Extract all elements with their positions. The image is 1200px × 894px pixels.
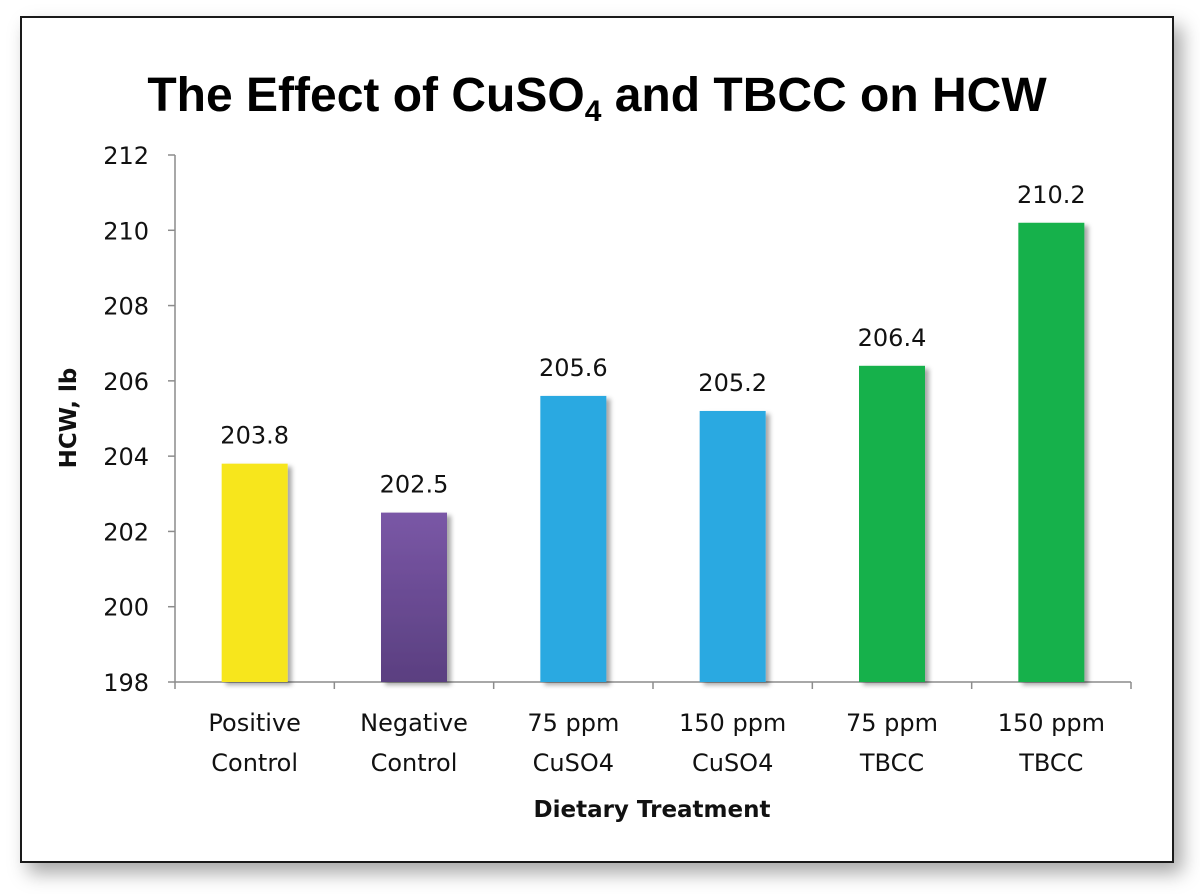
y-tick-label: 202: [103, 518, 149, 546]
y-tick-label: 204: [103, 443, 149, 471]
x-tick-label: Control: [371, 749, 458, 777]
bar: [859, 365, 925, 682]
x-tick-label: CuSO4: [533, 749, 614, 777]
x-tick-label: TBCC: [859, 749, 924, 777]
x-tick-label: 75 ppm: [527, 709, 619, 737]
y-tick-label: 200: [103, 594, 149, 622]
x-tick-label: Control: [211, 749, 298, 777]
x-tick-label: TBCC: [1018, 749, 1083, 777]
chart-frame: The Effect of CuSO4 and TBCC on HCW: [20, 16, 1174, 863]
data-label: 205.2: [698, 369, 767, 397]
bar: [699, 410, 766, 682]
title-part1: The Effect of CuSO: [147, 69, 585, 122]
data-label: 210.2: [1017, 181, 1086, 209]
y-tick-label: 206: [103, 368, 149, 396]
bars: [221, 222, 1085, 682]
y-tick-label: 210: [103, 217, 149, 245]
labels: 203.8 Positive Control 202.5 Negative Control…: [56, 181, 1105, 823]
x-axis-title: Dietary Treatment: [534, 797, 771, 823]
bar: [221, 463, 288, 682]
data-label: 206.4: [858, 324, 927, 352]
x-tick-label: 150 ppm: [679, 709, 786, 737]
y-tick-label: 208: [103, 293, 149, 321]
y-tick-label: 212: [103, 142, 149, 170]
x-tick-label: 75 ppm: [846, 709, 938, 737]
data-label: 205.6: [539, 354, 608, 382]
title-part2: and TBCC on HCW: [601, 69, 1047, 122]
data-label: 202.5: [380, 471, 449, 499]
y-axis-title: HCW, lb: [56, 368, 82, 469]
bar: [1018, 222, 1085, 682]
axes: 198 200 202 204 206 208 210 212: [103, 142, 1132, 697]
bar: [540, 395, 607, 682]
x-tick-label: Negative: [360, 709, 468, 737]
y-tick-label: 198: [103, 669, 149, 697]
chart-title: The Effect of CuSO4 and TBCC on HCW: [22, 68, 1172, 129]
data-label: 203.8: [220, 422, 289, 450]
x-tick-label: Positive: [208, 709, 301, 737]
bar: [381, 512, 447, 682]
title-subscript: 4: [584, 95, 602, 128]
x-tick-label: 150 ppm: [998, 709, 1105, 737]
x-tick-label: CuSO4: [692, 749, 773, 777]
